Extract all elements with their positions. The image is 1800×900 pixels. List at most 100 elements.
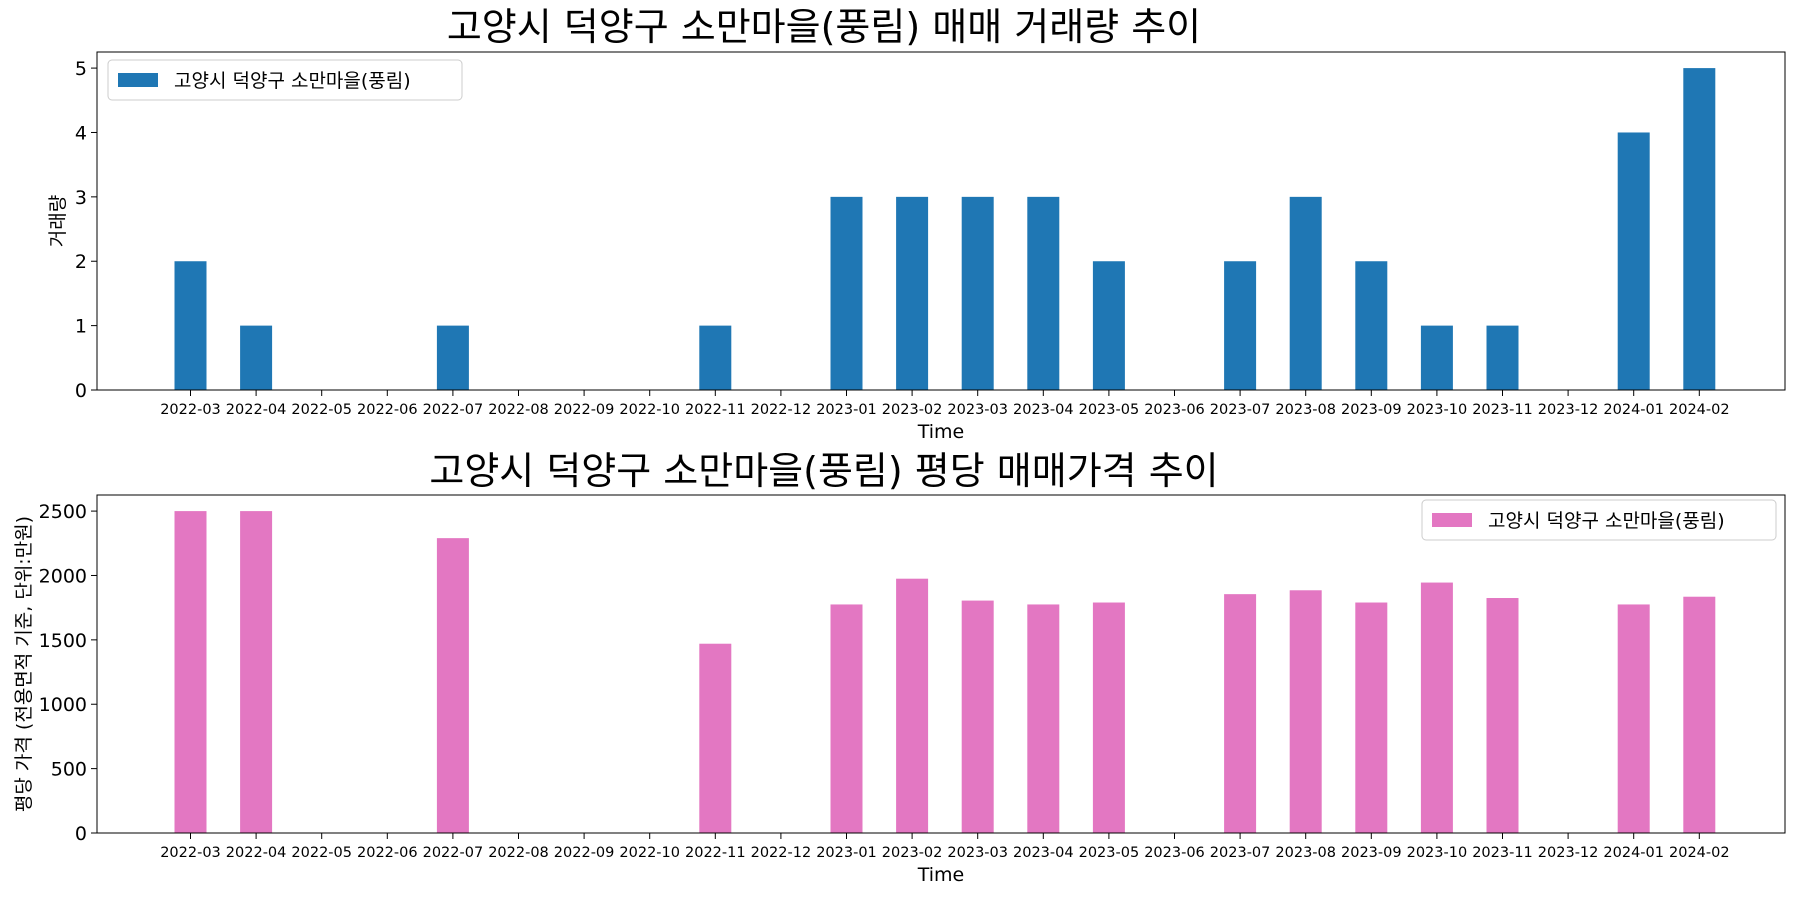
x-tick-label: 2022-05: [291, 845, 352, 861]
bar-2023-01: [830, 604, 863, 833]
y-tick-label: 4: [75, 122, 87, 144]
legend: 고양시 덕양구 소만마을(풍림): [1421, 499, 1777, 541]
x-tick-label: 2023-02: [882, 402, 943, 418]
bar-2023-09: [1355, 261, 1388, 390]
x-tick-label: 2024-02: [1669, 402, 1730, 418]
x-tick-label: 2023-01: [816, 845, 877, 861]
x-tick-label: 2022-04: [226, 402, 287, 418]
bar-2022-07: [436, 538, 469, 833]
chart-title: 고양시 덕양구 소만마을(풍림) 평당 매매가격 추이: [429, 449, 1218, 493]
bar-2023-10: [1420, 582, 1453, 833]
legend-swatch: [1432, 513, 1472, 527]
y-axis-label: 거래량: [47, 195, 69, 247]
x-tick-label: 2023-10: [1407, 845, 1468, 861]
legend-label: 고양시 덕양구 소만마을(풍림): [174, 70, 411, 92]
y-ticks: 0 500 1000 1500 2000 2500: [39, 501, 97, 845]
x-tick-label: 2022-06: [357, 402, 418, 418]
x-tick-label: 2024-01: [1603, 845, 1664, 861]
bar-2023-07: [1224, 261, 1257, 390]
x-axis-label: Time: [917, 421, 965, 443]
x-tick-label: 2024-02: [1669, 845, 1730, 861]
plot-frame: [96, 494, 1786, 834]
x-axis-label: Time: [917, 864, 965, 886]
x-tick-label: 2023-11: [1472, 402, 1533, 418]
x-tick-label: 2023-12: [1538, 845, 1599, 861]
bar-2023-11: [1486, 598, 1519, 833]
bar-2023-02: [896, 196, 929, 390]
bar-2022-11: [699, 325, 732, 390]
x-tick-label: 2022-04: [226, 845, 287, 861]
y-tick-label: 2000: [39, 565, 87, 587]
bar-2023-05: [1092, 261, 1125, 390]
x-tick-label: 2023-01: [816, 402, 877, 418]
plot-frame: [96, 51, 1786, 391]
bar-2023-02: [896, 578, 929, 833]
x-tick-label: 2022-10: [619, 845, 680, 861]
bar-2023-05: [1092, 602, 1125, 833]
x-ticks: 2022-03 2022-04 2022-05 2022-06 2022-07 2022-…: [160, 390, 1730, 418]
x-tick-label: 2022-06: [357, 845, 418, 861]
price-chart: 고양시 덕양구 소만마을(풍림) 평당 매매가격 추이 0 500 1000 1500…: [13, 449, 1786, 886]
y-tick-label: 2: [75, 251, 87, 273]
x-tick-label: 2022-03: [160, 845, 221, 861]
x-tick-label: 2023-07: [1210, 402, 1271, 418]
legend: 고양시 덕양구 소만마을(풍림): [107, 59, 463, 101]
y-tick-label: 0: [75, 823, 87, 845]
x-tick-label: 2023-07: [1210, 845, 1271, 861]
bar-2023-09: [1355, 602, 1388, 833]
x-tick-label: 2023-09: [1341, 845, 1402, 861]
legend-swatch: [118, 73, 158, 87]
legend-label: 고양시 덕양구 소만마을(풍림): [1488, 510, 1725, 532]
x-tick-label: 2023-03: [947, 402, 1008, 418]
x-tick-label: 2023-08: [1275, 845, 1336, 861]
x-tick-label: 2024-01: [1603, 402, 1664, 418]
x-tick-label: 2022-07: [423, 402, 484, 418]
bar-2022-04: [240, 511, 273, 833]
x-tick-label: 2022-12: [751, 845, 812, 861]
bar-2023-03: [961, 196, 994, 390]
x-tick-label: 2023-06: [1144, 845, 1205, 861]
bar-2023-08: [1289, 196, 1322, 390]
y-tick-label: 1500: [39, 630, 87, 652]
x-tick-label: 2022-03: [160, 402, 221, 418]
x-tick-label: 2023-05: [1079, 402, 1140, 418]
y-tick-label: 3: [75, 187, 87, 209]
x-tick-label: 2023-02: [882, 845, 943, 861]
x-tick-label: 2023-04: [1013, 845, 1074, 861]
x-tick-label: 2022-09: [554, 845, 615, 861]
bar-2022-03: [174, 261, 207, 390]
bar-2022-07: [436, 325, 469, 390]
x-tick-label: 2023-03: [947, 845, 1008, 861]
volume-chart: 고양시 덕양구 소만마을(풍림) 매매 거래량 추이 0 1 2 3 4 5 2022-0…: [47, 5, 1786, 443]
x-tick-label: 2022-11: [685, 402, 746, 418]
bar-2024-02: [1683, 68, 1716, 390]
x-tick-label: 2023-11: [1472, 845, 1533, 861]
y-ticks: 0 1 2 3 4 5: [75, 58, 97, 402]
y-tick-label: 5: [75, 58, 87, 80]
bar-2022-03: [174, 511, 207, 833]
x-tick-label: 2023-12: [1538, 402, 1599, 418]
x-tick-label: 2022-12: [751, 402, 812, 418]
x-tick-label: 2022-11: [685, 845, 746, 861]
x-tick-label: 2023-06: [1144, 402, 1205, 418]
bar-2023-08: [1289, 590, 1322, 833]
x-tick-label: 2023-08: [1275, 402, 1336, 418]
x-tick-label: 2022-09: [554, 402, 615, 418]
legend-box: [107, 59, 463, 101]
x-tick-label: 2022-05: [291, 402, 352, 418]
bar-2024-02: [1683, 596, 1716, 833]
x-ticks: 2022-03 2022-04 2022-05 2022-06 2022-07 2022-…: [160, 833, 1730, 861]
y-tick-label: 1: [75, 316, 87, 338]
x-tick-label: 2022-08: [488, 402, 549, 418]
bar-2022-11: [699, 643, 732, 833]
x-tick-label: 2023-05: [1079, 845, 1140, 861]
bar-2022-04: [240, 325, 273, 390]
x-tick-label: 2023-04: [1013, 402, 1074, 418]
bar-2023-01: [830, 196, 863, 390]
y-axis-label: 평당 가격 (전용면적 기준, 단위:만원): [13, 516, 35, 812]
bar-2024-01: [1617, 132, 1650, 391]
x-tick-label: 2022-08: [488, 845, 549, 861]
x-tick-label: 2023-09: [1341, 402, 1402, 418]
x-tick-label: 2022-10: [619, 402, 680, 418]
